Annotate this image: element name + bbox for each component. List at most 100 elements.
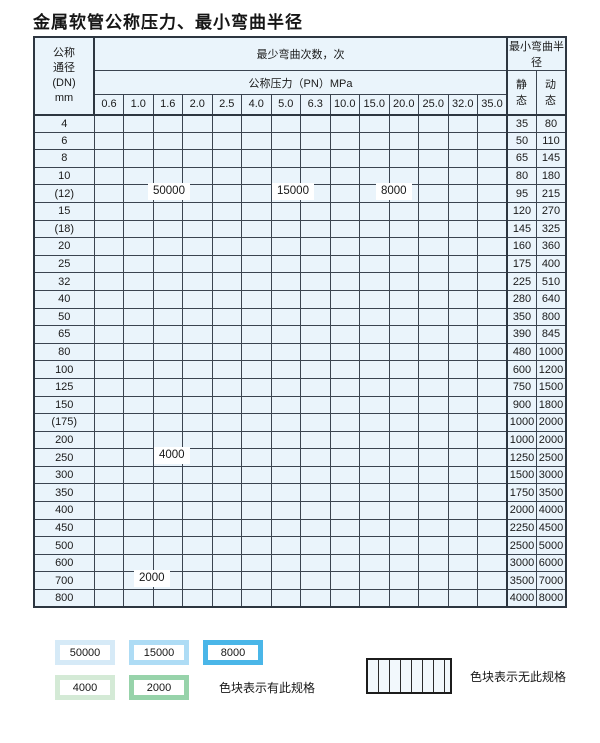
pressure-column-header: 32.0	[447, 94, 478, 115]
pressure-cell	[418, 413, 449, 432]
pressure-cell	[359, 483, 390, 503]
pressure-cell	[241, 272, 272, 291]
pressure-cell	[329, 114, 360, 133]
radius-dynamic-cell: 400	[536, 254, 567, 274]
pressure-cell	[447, 114, 478, 133]
pressure-cell	[93, 342, 124, 362]
radius-dynamic-cell: 5000	[536, 536, 567, 555]
radius-static-cell: 3500	[506, 571, 537, 591]
pressure-column-header: 15.0	[359, 94, 390, 115]
pressure-cell	[329, 360, 360, 379]
pressure-cell	[93, 272, 124, 291]
radius-static-cell: 1750	[506, 483, 537, 503]
pressure-cell	[477, 166, 508, 186]
pressure-cell	[447, 201, 478, 221]
pressure-column-header: 35.0	[477, 94, 508, 115]
pressure-cell	[270, 430, 301, 450]
pressure-cell	[447, 571, 478, 591]
pressure-cell	[447, 219, 478, 239]
pressure-cell	[270, 289, 301, 309]
pressure-cell	[93, 254, 124, 274]
pressure-cell	[477, 342, 508, 362]
radius-static-cell: 1500	[506, 465, 537, 485]
pressure-cell	[388, 342, 419, 362]
pressure-cell	[152, 131, 183, 151]
pressure-cell	[123, 377, 154, 397]
pressure-cell	[447, 237, 478, 256]
pressure-cell	[359, 518, 390, 538]
radius-dynamic-cell: 180	[536, 166, 567, 186]
table-row: 700 3500 7000	[33, 571, 567, 591]
radius-dynamic-cell: 8000	[536, 589, 567, 608]
radius-static-cell: 65	[506, 149, 537, 168]
pressure-cell	[270, 448, 301, 467]
pressure-cell	[241, 131, 272, 151]
radius-static-cell: 280	[506, 289, 537, 309]
dn-cell: 6	[33, 131, 95, 151]
pressure-cell	[182, 325, 213, 344]
pressure-cell	[182, 201, 213, 221]
pressure-cell	[447, 465, 478, 485]
radius-dynamic-cell: 270	[536, 201, 567, 221]
pressure-cell	[241, 166, 272, 186]
pressure-cell	[123, 518, 154, 538]
pressure-cell	[182, 342, 213, 362]
pressure-cell	[477, 114, 508, 133]
pressure-cell	[123, 254, 154, 274]
pressure-cell	[123, 237, 154, 256]
legend-swatch-label: 8000	[208, 645, 258, 660]
pressure-cell	[123, 149, 154, 168]
pressure-cell	[447, 149, 478, 168]
pressure-cell	[418, 395, 449, 415]
radius-dynamic-cell: 7000	[536, 571, 567, 591]
dn-cell: 800	[33, 589, 95, 608]
pressure-cell	[93, 149, 124, 168]
pressure-cell	[93, 184, 124, 203]
pressure-cell	[241, 114, 272, 133]
dn-cell: 100	[33, 360, 95, 379]
pressure-cell	[182, 518, 213, 538]
dn-cell: 125	[33, 377, 95, 397]
pressure-cell	[123, 501, 154, 520]
pressure-cell	[123, 201, 154, 221]
pressure-cell	[329, 377, 360, 397]
pressure-cell	[388, 589, 419, 608]
table-row: 32 225 510	[33, 272, 567, 291]
pressure-cell	[477, 149, 508, 168]
pressure-cell	[241, 219, 272, 239]
pressure-cell	[477, 307, 508, 327]
pressure-column-header: 1.6	[152, 94, 183, 115]
pressure-cell	[329, 184, 360, 203]
pressure-cell	[241, 518, 272, 538]
pressure-cell	[270, 219, 301, 239]
pressure-cell	[329, 307, 360, 327]
pressure-cell	[359, 536, 390, 555]
radius-dynamic-cell: 110	[536, 131, 567, 151]
pressure-cell	[388, 325, 419, 344]
pressure-cell	[211, 465, 242, 485]
pressure-cell	[211, 448, 242, 467]
radius-static-cell: 80	[506, 166, 537, 186]
dn-cell: 400	[33, 501, 95, 520]
pressure-cell	[418, 219, 449, 239]
radius-dynamic-cell: 80	[536, 114, 567, 133]
pressure-cell	[93, 289, 124, 309]
pressure-cell	[241, 360, 272, 379]
table-row: 300 1500 3000	[33, 465, 567, 485]
pressure-cell	[359, 325, 390, 344]
legend-no-spec-label: 色块表示无此规格	[470, 669, 567, 684]
cycle-count-label: 4000	[154, 447, 190, 464]
pressure-cell	[359, 131, 390, 151]
pressure-cell	[418, 501, 449, 520]
pressure-cell	[477, 589, 508, 608]
pressure-cell	[329, 131, 360, 151]
pressure-cell	[93, 518, 124, 538]
pressure-cell	[93, 114, 124, 133]
pressure-cell	[182, 360, 213, 379]
radius-dynamic-cell: 2000	[536, 430, 567, 450]
radius-dynamic-cell: 6000	[536, 553, 567, 573]
radius-static-cell: 225	[506, 272, 537, 291]
pressure-cell	[241, 325, 272, 344]
pressure-cell	[329, 272, 360, 291]
pressure-cell	[359, 589, 390, 608]
